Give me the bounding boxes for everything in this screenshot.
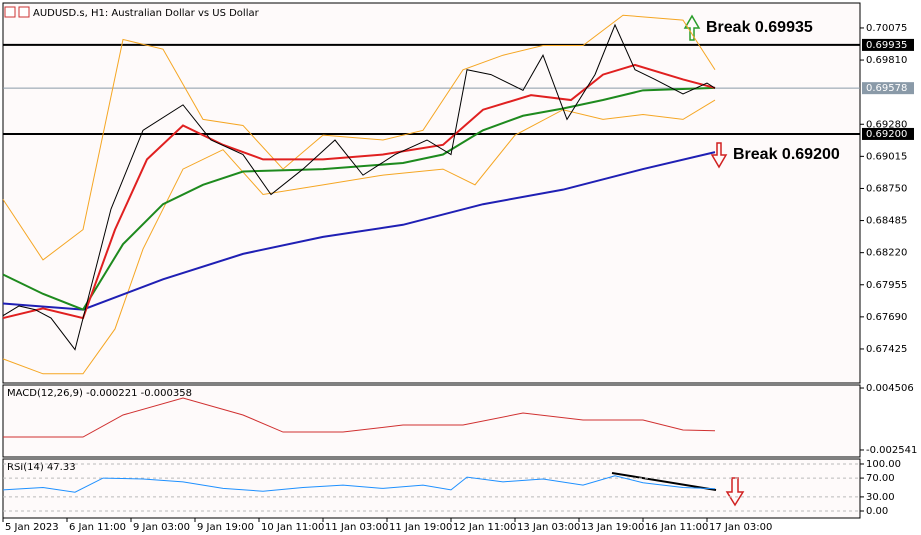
macd-panel (2, 384, 861, 458)
level-box (862, 82, 914, 95)
x-tick-label: 9 Jan 19:00 (197, 522, 254, 533)
x-tick-label: 16 Jan 11:00 (645, 522, 708, 533)
x-tick-label: 6 Jan 11:00 (69, 522, 126, 533)
series-line (3, 397, 716, 438)
series-line (2, 151, 716, 311)
x-tick-label: 13 Jan 19:00 (581, 522, 644, 533)
icon (4, 6, 16, 18)
x-tick-label: 11 Jan 19:00 (389, 522, 452, 533)
y-tick-label: 0.67425 (866, 344, 907, 355)
y-tick-label: 0.67690 (866, 312, 907, 323)
y-tick-label: -0.002541 (866, 445, 917, 456)
x-tick-label: 5 Jan 2023 (5, 522, 59, 533)
series-line (2, 99, 716, 375)
y-tick-label: 0.69015 (866, 151, 907, 162)
x-tick-label: 10 Jan 11:00 (261, 522, 324, 533)
y-tick-label: 0.68485 (866, 216, 907, 227)
level-label: 0.69935 (866, 40, 907, 51)
macd-title: MACD(12,26,9) -0.000221 -0.000358 (7, 388, 192, 399)
annotation: Break 0.69200 (733, 146, 840, 163)
level-label: 0.69578 (866, 83, 907, 94)
y-tick-label: 0.70075 (866, 23, 907, 34)
series-line (2, 23, 716, 351)
y-tick-label: 0.67955 (866, 280, 907, 291)
y-tick-label: 100.00 (866, 459, 901, 470)
main-panel (2, 2, 861, 384)
x-tick-label: 11 Jan 03:00 (325, 522, 388, 533)
series-line (2, 86, 716, 311)
series-line (2, 14, 716, 261)
y-tick-label: 0.69280 (866, 119, 907, 130)
level-label: 0.69200 (866, 129, 907, 140)
level-box (862, 38, 914, 51)
x-tick-label: 9 Jan 03:00 (133, 522, 190, 533)
y-tick-label: 70.00 (866, 473, 895, 484)
icon (18, 6, 30, 18)
rsi-panel (2, 458, 861, 519)
rsi-title: RSI(14) 47.33 (7, 462, 76, 473)
y-tick-label: 0.69810 (866, 55, 907, 66)
y-tick-label: 0.68220 (866, 248, 907, 259)
series-line (2, 63, 716, 320)
y-tick-label: 0.004506 (866, 383, 914, 394)
y-tick-label: 0.68750 (866, 183, 907, 194)
series-line (2, 475, 716, 493)
chart-title: AUDUSD.s, H1: Australian Dollar vs US Do… (33, 8, 260, 19)
x-tick-label: 13 Jan 03:00 (517, 522, 580, 533)
y-tick-label: 0.00 (866, 506, 888, 517)
y-tick-label: 30.00 (866, 492, 895, 503)
x-tick-label: 17 Jan 03:00 (709, 522, 772, 533)
down-arrow (710, 142, 728, 169)
trend-line (611, 472, 717, 491)
x-tick-label: 12 Jan 11:00 (453, 522, 516, 533)
level-box (862, 127, 914, 140)
annotation: Break 0.69935 (706, 19, 813, 36)
down-arrow (725, 477, 745, 507)
